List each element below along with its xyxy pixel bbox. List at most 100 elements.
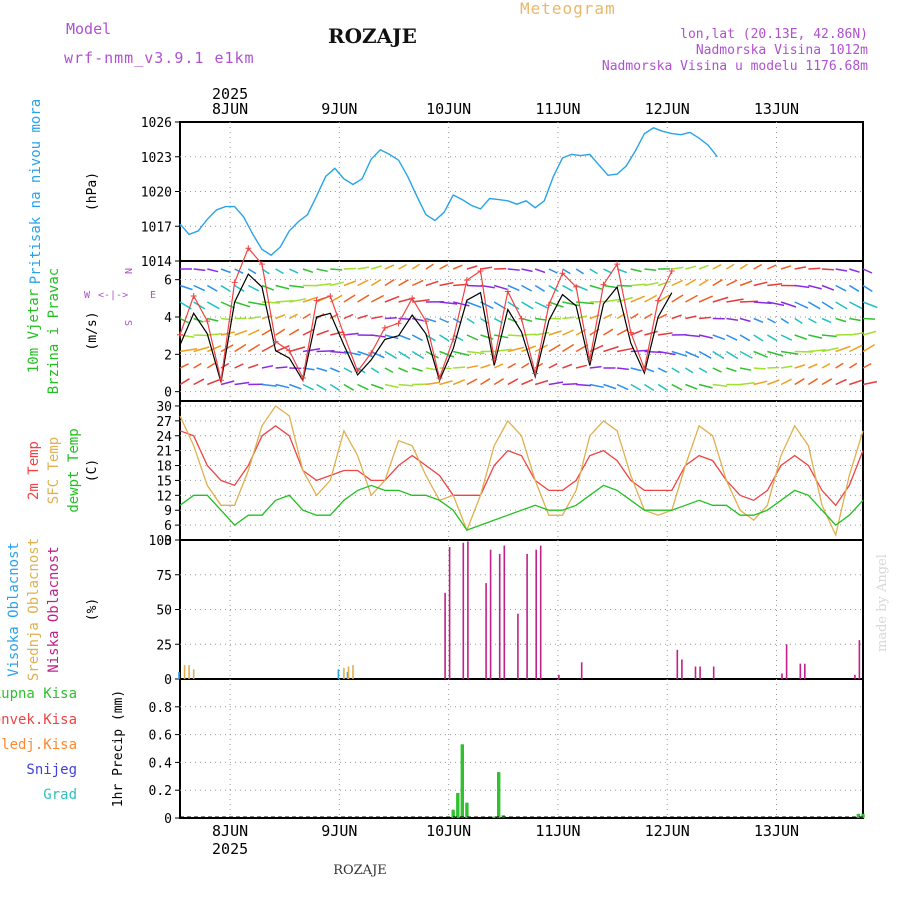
wind-arrow [712, 350, 725, 360]
wind-arrow [234, 329, 248, 336]
gust-marker [450, 336, 457, 343]
wind-arrow [412, 298, 430, 303]
wind-arrow [357, 314, 368, 320]
panel-frame-temperature [179, 400, 864, 541]
wind-arrow [193, 284, 206, 292]
wind-arrow [726, 279, 738, 287]
gust-marker [286, 347, 293, 354]
wind-arrow [248, 363, 259, 369]
wind-arrow [630, 313, 639, 320]
wind-arrow [616, 347, 635, 353]
side-label-cloud-2: Niska Oblacnost [46, 546, 62, 672]
wind-arrow [726, 317, 739, 321]
total-precip-bar [465, 802, 469, 818]
gust-marker [313, 297, 320, 304]
wind-arrow [439, 367, 452, 370]
wind-arrow [193, 268, 206, 272]
wind-arrow [575, 344, 589, 353]
wind-arrow [316, 268, 328, 273]
mid-cloud-bar [188, 665, 190, 679]
wind-arrow [507, 301, 520, 310]
wind-arrow [398, 383, 414, 387]
gust-marker [204, 318, 211, 325]
wind-arrow [302, 347, 321, 353]
gust-marker [668, 267, 675, 274]
wind-arrow [548, 330, 562, 336]
compass-s: S [122, 320, 133, 326]
wind-arrow [316, 383, 327, 391]
wind-arrow [821, 347, 839, 353]
ytick-label-pressure: 1026 [141, 116, 172, 131]
wind-arrow [862, 301, 878, 309]
mid-cloud-bar [183, 665, 186, 679]
wind-arrow [712, 383, 728, 388]
wind-arrow [398, 334, 411, 341]
wind-arrow [699, 316, 711, 320]
bottom-day-label: 11JUN [535, 822, 580, 840]
wind-arrow [480, 317, 489, 324]
gust-marker [600, 281, 607, 288]
wind-arrow [685, 265, 697, 270]
bottom-day-label: 12JUN [645, 822, 690, 840]
total-precip-bar [451, 809, 455, 818]
wind-arrow [780, 334, 793, 341]
gust-marker [231, 279, 238, 286]
wind-arrow [794, 378, 805, 386]
wind-arrow [849, 379, 863, 386]
bottom-day-label: 8JUN [212, 822, 248, 840]
gust-marker [436, 375, 443, 382]
wind-arrow [411, 350, 425, 360]
wind-arrow [603, 345, 619, 353]
wind-arrow [603, 284, 618, 289]
wind-arrow [371, 315, 383, 320]
wind-arrow [603, 298, 621, 303]
wind-arrow [767, 350, 784, 357]
elevation-label: Nadmorska Visina 1012m [696, 43, 868, 58]
ytick-label-cloud: 25 [156, 638, 172, 653]
wind-arrow [644, 281, 659, 287]
low-cloud-bar [580, 662, 583, 679]
gust-marker [491, 356, 498, 363]
wind-arrow [657, 367, 667, 373]
wind-arrow [288, 268, 299, 274]
wind-arrow [466, 301, 482, 309]
wind-arrow [207, 379, 220, 386]
side-label-cloud-1: Srednja Oblacnost [26, 538, 42, 681]
wind-arrow [521, 378, 534, 386]
wind-arrow [493, 301, 507, 310]
total-precip-bar [856, 813, 861, 818]
wind-arrow [343, 294, 356, 303]
wind-arrow [685, 350, 700, 359]
ytick-label-precip: 0.6 [149, 729, 172, 744]
wind-arrow [398, 263, 407, 270]
wind-arrow [698, 350, 712, 359]
gust-marker [190, 293, 197, 300]
low-cloud-bar [526, 553, 528, 679]
mid-cloud-bar [347, 666, 350, 679]
wind-arrow [343, 280, 357, 287]
wind-arrow [384, 334, 399, 340]
wind-arrow [466, 284, 482, 287]
gust-marker [327, 293, 334, 300]
wind-arrow [780, 317, 789, 324]
wind-arrow [794, 301, 809, 309]
wind-arrow [630, 367, 642, 372]
wind-arrow [821, 317, 832, 324]
temp-line-dewpt [179, 484, 864, 531]
wind-arrow [466, 378, 478, 386]
bottom-day-label: 13JUN [754, 822, 799, 840]
wind-arrow [398, 350, 411, 360]
wind-arrow [575, 364, 588, 369]
wind-arrow [220, 268, 231, 274]
wind-arrow [617, 367, 629, 371]
wind-arrow [316, 283, 332, 287]
low-cloud-bar [539, 545, 542, 679]
ytick-label-precip: 0.4 [149, 756, 173, 771]
wind-arrow [794, 317, 803, 324]
ytick-label-precip: 0.8 [149, 701, 172, 716]
wind-arrow [275, 328, 286, 336]
wind-arrow [247, 268, 257, 275]
wind-arrow [329, 367, 340, 373]
wind-arrow [234, 301, 251, 308]
gust-marker [299, 375, 306, 382]
